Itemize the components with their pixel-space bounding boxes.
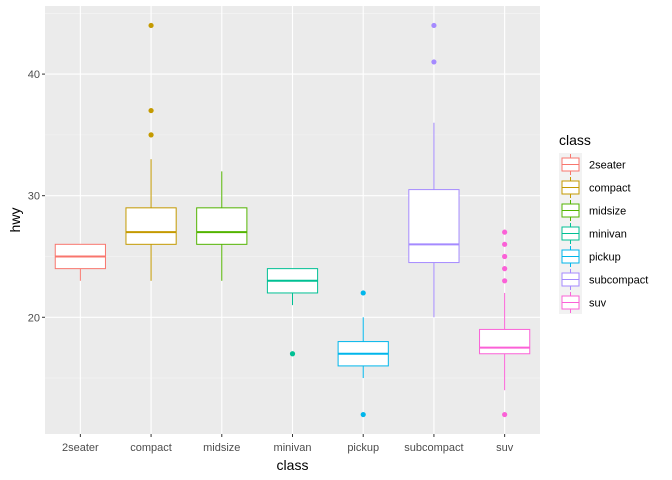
y-tick-label: 30 [28, 191, 40, 203]
legend-label: suv [589, 298, 607, 310]
legend: class 2seater compact midsize minivan pickup… [559, 132, 648, 314]
x-axis-title: class [277, 457, 309, 473]
legend-label: pickup [589, 252, 621, 264]
box-pickup [337, 290, 389, 418]
legend-label: minivan [589, 229, 627, 241]
box-minivan [266, 268, 319, 357]
outlier-point [502, 241, 508, 247]
box-body [479, 328, 531, 355]
y-axis-ticks: 20 30 40 [28, 69, 45, 324]
outlier-point [148, 107, 154, 114]
box-suv [479, 229, 531, 418]
legend-label: 2seater [589, 160, 626, 172]
outlier-point [502, 278, 508, 284]
legend-key-midsize [559, 199, 582, 222]
box-midsize [196, 171, 248, 281]
legend-key-pickup [559, 245, 582, 268]
legend-key-2seater [559, 153, 582, 176]
outlier-point [360, 290, 366, 296]
outlier-point [148, 22, 154, 29]
box-body [408, 189, 460, 264]
legend-key-subcompact [559, 268, 582, 291]
x-axis-ticks: 2seater compact midsize minivan pickup subcom… [62, 434, 514, 454]
outlier-point [502, 411, 508, 418]
legend-key-suv [559, 291, 582, 314]
box-marks [54, 22, 531, 418]
legend-key-compact [559, 176, 582, 199]
y-tick-label: 40 [28, 69, 40, 81]
outlier-point [431, 59, 437, 65]
x-tick-label: pickup [347, 442, 379, 454]
outlier-point [502, 253, 508, 260]
x-tick-label: subcompact [404, 442, 463, 454]
x-tick-label: 2seater [62, 442, 99, 454]
box-body [125, 207, 177, 245]
legend-label: compact [589, 183, 631, 195]
box-compact [125, 22, 177, 281]
box-2seater [54, 243, 106, 281]
x-tick-label: minivan [274, 442, 312, 454]
x-tick-label: midsize [203, 442, 240, 454]
outlier-point [360, 411, 366, 418]
x-tick-label: compact [130, 442, 172, 454]
outlier-point [502, 266, 508, 272]
y-axis-title: hwy [7, 208, 23, 233]
outlier-point [289, 351, 296, 357]
legend-label: subcompact [589, 275, 648, 287]
legend-key-minivan [559, 222, 582, 245]
legend-label: midsize [589, 206, 626, 218]
outlier-point [148, 132, 154, 138]
box-subcompact [408, 22, 460, 318]
outlier-point [431, 22, 437, 29]
outlier-point [502, 229, 508, 235]
x-tick-label: suv [496, 442, 514, 454]
box-body [196, 207, 248, 245]
y-tick-label: 20 [28, 312, 40, 324]
legend-title: class [559, 132, 591, 148]
